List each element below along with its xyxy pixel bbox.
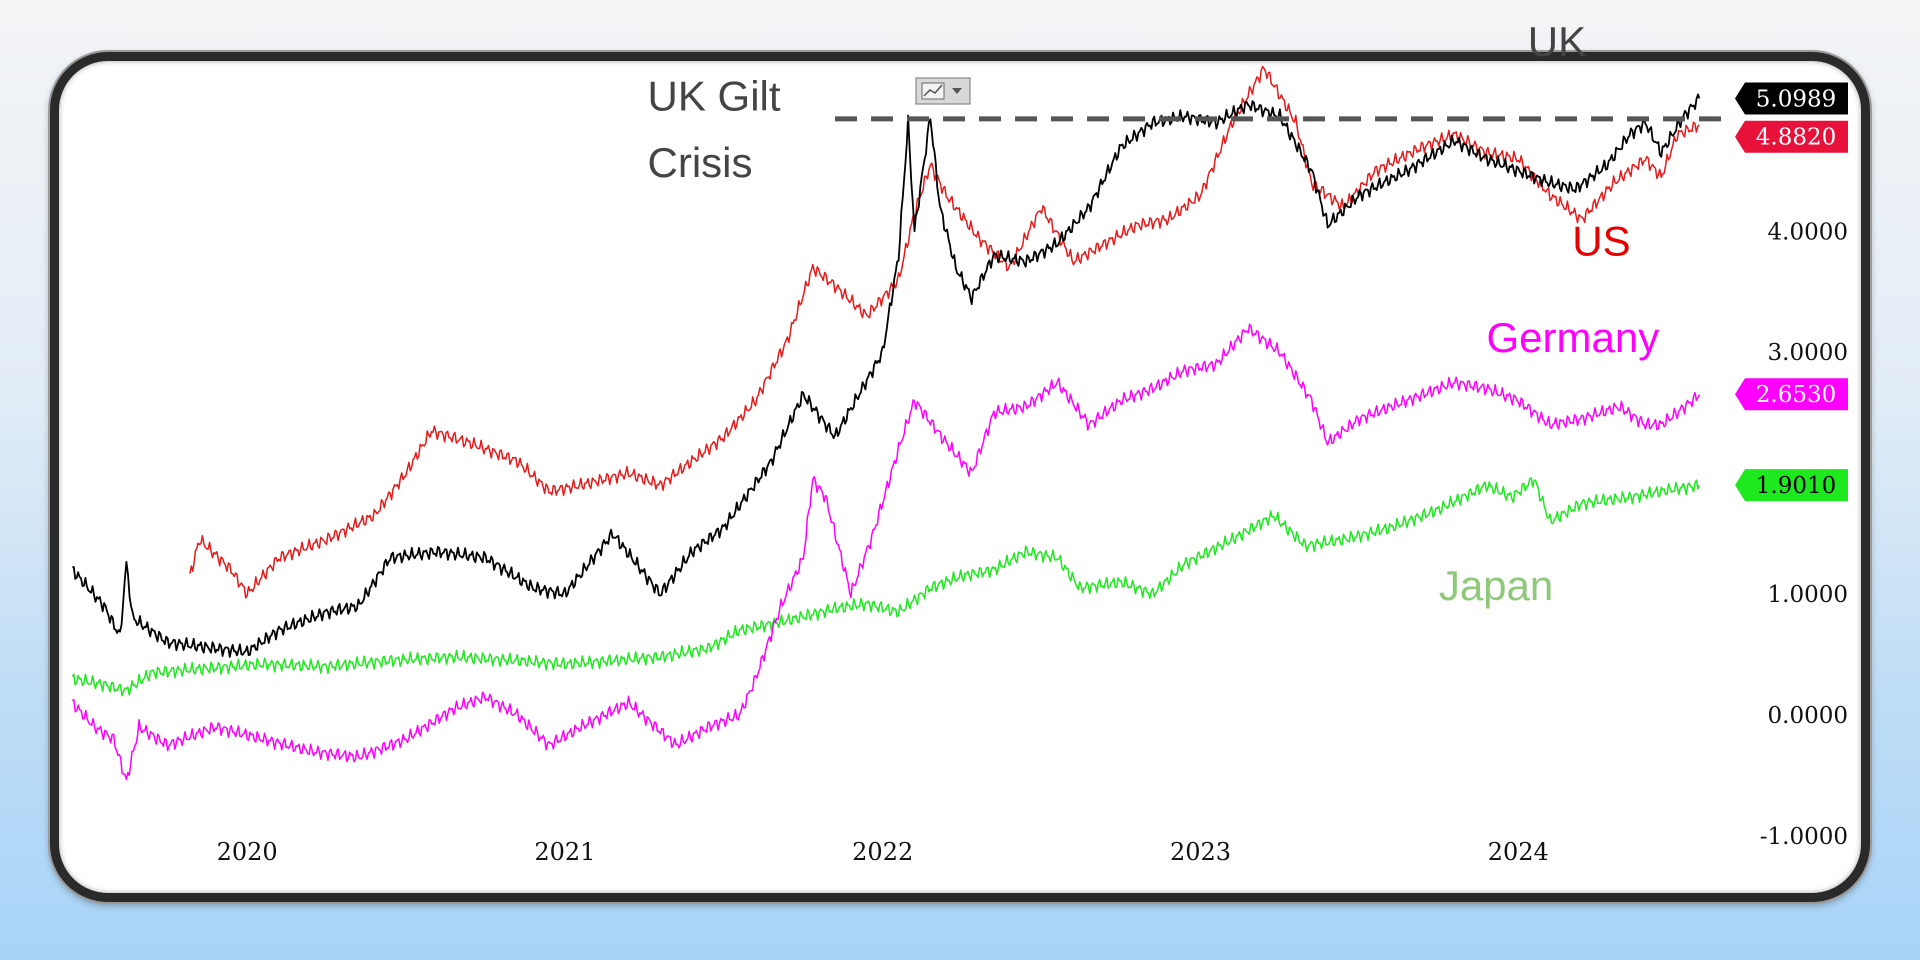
value-tag-germany: 2.6530	[1735, 378, 1848, 411]
annotation-us: US	[1572, 218, 1630, 265]
annotation-japan: Japan	[1439, 562, 1553, 609]
y-tick-label: 3.0000	[1768, 340, 1848, 366]
x-tick-label: 2022	[852, 838, 913, 866]
series-line-us	[189, 65, 1700, 599]
series-layer	[71, 65, 1701, 781]
annotation-uk: UK	[1528, 18, 1586, 65]
annotation-germany: Germany	[1486, 314, 1659, 361]
annotation-uk-gilt: UK Gilt	[648, 72, 781, 119]
annotation-crisis: Crisis	[648, 139, 753, 186]
value-tags: 5.0989 4.8820 2.6530 1.9010	[1735, 82, 1848, 502]
y-tick-label: 0.0000	[1768, 703, 1848, 729]
line-chart-icon	[923, 84, 943, 97]
y-axis: -1.0000 0.0000 1.0000 3.0000 4.0000	[1760, 219, 1848, 849]
x-tick-label: 2023	[1170, 838, 1231, 866]
y-tick-label: 1.0000	[1768, 582, 1848, 608]
toolbar-chart-type-button[interactable]	[915, 77, 971, 105]
value-tag-label: 5.0989	[1756, 86, 1836, 112]
series-line-japan	[71, 477, 1701, 697]
x-tick-label: 2020	[217, 838, 278, 866]
value-tag-japan: 1.9010	[1735, 469, 1848, 502]
value-tag-label: 1.9010	[1756, 473, 1836, 499]
series-line-germany	[72, 323, 1701, 781]
value-tag-label: 2.6530	[1756, 382, 1836, 408]
value-tag-uk: 5.0989	[1735, 82, 1848, 115]
y-tick-label: 4.0000	[1768, 219, 1848, 245]
chevron-down-icon	[952, 88, 962, 94]
x-axis: 2020 2021 2022 2023 2024	[217, 838, 1549, 866]
annotations: UK Gilt Crisis UK US Germany Japan	[648, 18, 1660, 609]
value-tag-label: 4.8820	[1756, 125, 1836, 151]
y-tick-label: -1.0000	[1760, 824, 1848, 850]
x-tick-label: 2021	[534, 838, 595, 866]
x-tick-label: 2024	[1488, 838, 1549, 866]
value-tag-us: 4.8820	[1735, 120, 1848, 153]
series-line-uk	[71, 93, 1701, 658]
